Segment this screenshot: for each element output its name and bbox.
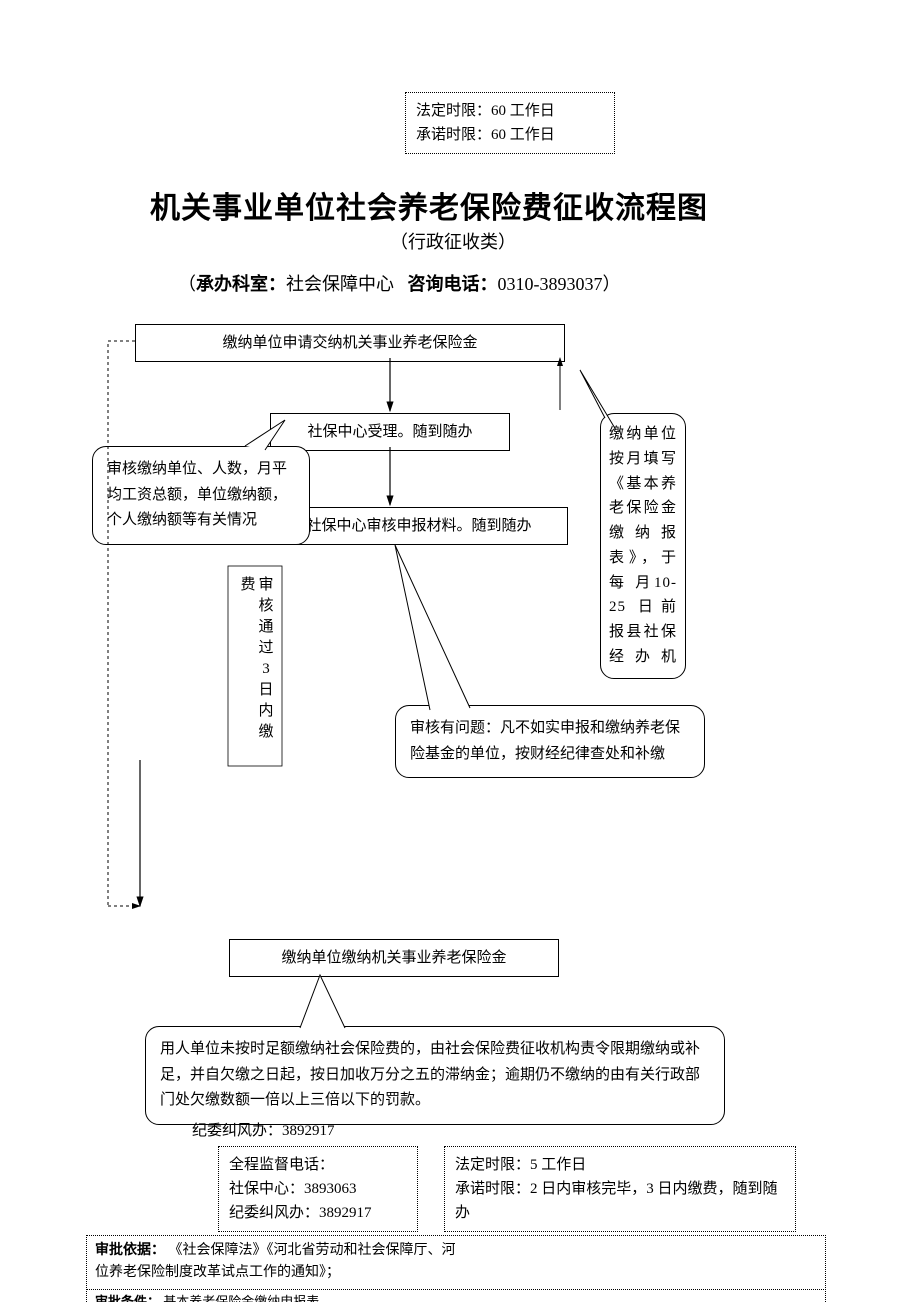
times-box: 法定时限：5 工作日 承诺时限：2 日内审核完毕，3 日内缴费，随到随办 [444,1146,796,1232]
footer-cond-box: 审批条件： 基本养老保险金缴纳申报表 [86,1289,826,1302]
header-line1: 法定时限：60 工作日 [416,99,604,123]
times-line1: 法定时限：5 工作日 [455,1153,785,1177]
supervise-box: 全程监督电话： 社保中心：3893063 纪委纠风办：3892917 [218,1146,418,1232]
callout-bottom: 用人单位未按时足额缴纳社会保险费的，由社会保险费征收机构责令限期缴纳或补足，并自… [145,1026,725,1125]
truncated-line: 纪委纠风办：3892917 [192,1119,335,1140]
flow-box-4: 缴纳单位缴纳机关事业养老保险金 [229,939,559,977]
callout-right-top: 缴纳单位按月填写《基本养老保险金缴 纳 报表》，于每 月10-25 日前报县社保… [600,413,686,679]
phone-value: 0310-3893037） [498,274,621,294]
phone-label: 咨询电话： [408,274,498,294]
footer1-label: 审批依据： [95,1243,165,1258]
info-prefix: （ [178,274,196,294]
footer2-text: 基本养老保险金缴纳申报表 [163,1294,319,1302]
footer1-text-l1: 《社会保障法》《河北省劳动和社会保障厅、河 [169,1243,456,1258]
dept-value: 社会保障中心 [286,274,394,294]
supervise-line2: 纪委纠风办：3892917 [229,1201,407,1225]
supervise-line1: 社保中心：3893063 [229,1177,407,1201]
info-line: （承办科室：社会保障中心 咨询电话：0310-3893037） [178,270,621,296]
vert-label-1: 审核通过3日内缴 [257,575,275,743]
header-line2: 承诺时限：60 工作日 [416,123,604,147]
footer-basis-box: 审批依据： 《社会保障法》《河北省劳动和社会保障厅、河 位养老保险制度改革试点工… [86,1235,826,1290]
vert-label-2: 费 [239,575,257,596]
callout-left: 审核缴纳单位、人数，月平均工资总额，单位缴纳额，个人缴纳额等有关情况 [92,446,310,545]
callout-mid: 审核有问题：凡不如实申报和缴纳养老保险基金的单位，按财经纪律查处和补缴 [395,705,705,778]
supervise-title: 全程监督电话： [229,1153,407,1177]
footer2-label: 审批条件： [95,1294,160,1302]
dept-label: 承办科室： [196,274,286,294]
flow-box-1: 缴纳单位申请交纳机关事业养老保险金 [135,324,565,362]
times-line2: 承诺时限：2 日内审核完毕，3 日内缴费，随到随办 [455,1177,785,1225]
page-title: 机关事业单位社会养老保险费征收流程图 [150,183,708,227]
flow-box-3: 社保中心审核申报材料。随到随办 [270,507,568,545]
page-subtitle: （行政征收类） [390,228,516,254]
flow-box-2: 社保中心受理。随到随办 [270,413,510,451]
header-time-box: 法定时限：60 工作日 承诺时限：60 工作日 [405,92,615,154]
footer1-text-l2: 位养老保险制度改革试点工作的通知》； [95,1265,340,1280]
